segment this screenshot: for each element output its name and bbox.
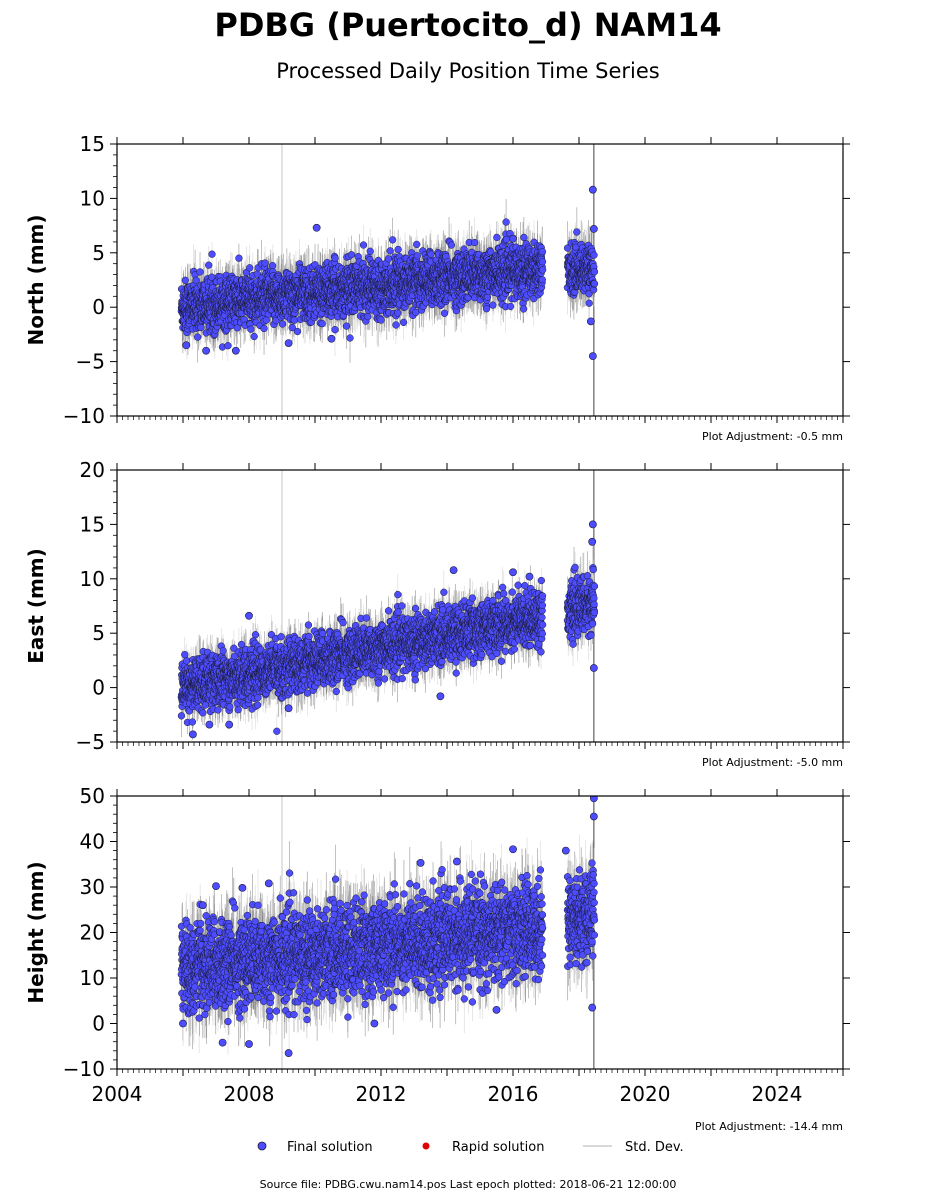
- data-point: [196, 268, 204, 276]
- data-point: [233, 324, 241, 332]
- data-point: [268, 262, 277, 270]
- data-point: [366, 247, 374, 255]
- data-point: [250, 332, 258, 341]
- data-point: [359, 241, 368, 249]
- data-point: [290, 316, 298, 324]
- data-point: [197, 323, 205, 332]
- data-point: [364, 312, 372, 321]
- data-point: [331, 254, 339, 262]
- data-point: [247, 325, 255, 333]
- data-point: [192, 276, 200, 284]
- data-point: [208, 250, 216, 258]
- data-point: [246, 264, 254, 272]
- data-point: [331, 326, 339, 334]
- data-point: [288, 323, 296, 332]
- data-point: [224, 342, 232, 350]
- data-points: [177, 185, 599, 361]
- data-point: [181, 276, 189, 284]
- data-point: [346, 334, 354, 342]
- data-point: [235, 254, 243, 262]
- data-point: [261, 259, 269, 267]
- data-point: [347, 251, 356, 259]
- data-point: [278, 320, 287, 328]
- chart-title: PDBG (Puertocito_d) NAM14: [214, 6, 721, 44]
- data-point: [194, 333, 202, 341]
- plot-area: [177, 144, 599, 416]
- data-point: [205, 261, 213, 269]
- data-point: [260, 324, 268, 333]
- data-point: [318, 319, 326, 328]
- chart-subtitle: Processed Daily Position Time Series: [276, 59, 660, 83]
- data-point: [342, 322, 351, 330]
- data-point: [272, 316, 280, 325]
- data-point: [293, 327, 302, 336]
